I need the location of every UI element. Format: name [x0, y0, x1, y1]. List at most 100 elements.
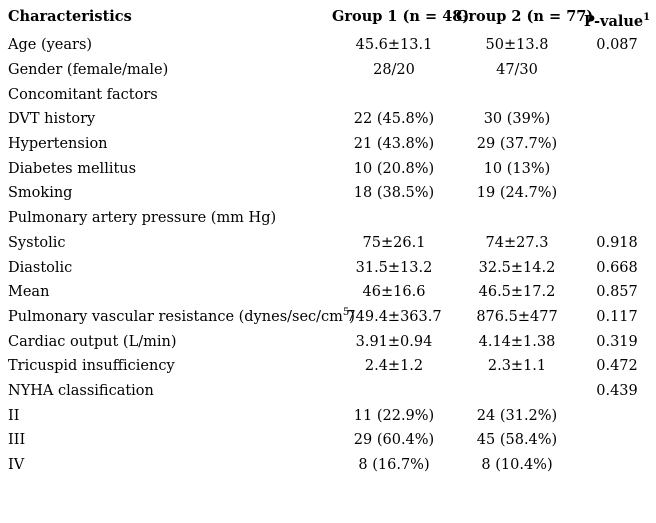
p-value: 0.319: [596, 333, 638, 350]
table-row: Tricuspid insufficiency 2.4±1.2 2.3±1.1 0.4…: [0, 354, 656, 379]
table-row: IV 8 (16.7%) 8 (10.4%): [0, 453, 656, 478]
group1-value: [332, 206, 456, 231]
group2-value: 29 (37.7%): [476, 136, 558, 153]
table-row: Pulmonary artery pressure (mm Hg): [0, 206, 656, 231]
group2-value: 876.5±477: [476, 308, 558, 325]
group1-value: 18 (38.5%): [353, 185, 435, 202]
row-label: Gender (female/male): [8, 62, 169, 79]
pvalue-footnote-marker: 1: [643, 12, 651, 24]
group1-value: 11 (22.9%): [353, 407, 435, 424]
table-row: Cardiac output (L/min) 3.91±0.94 4.14±1.38…: [0, 329, 656, 354]
table-row: Concomitant factors: [0, 82, 656, 107]
row-label: Diabetes mellitus: [8, 160, 137, 177]
pvalue-header-label: P-value: [583, 13, 644, 30]
table-header-row: Characteristics Group 1 (n = 48) Group 2…: [0, 0, 656, 33]
group2-value: 10 (13%): [483, 160, 551, 177]
table-row: II 11 (22.9%) 24 (31.2%): [0, 403, 656, 428]
p-value: 0.668: [596, 259, 638, 276]
group2-value: [456, 206, 578, 231]
group1-value: 3.91±0.94: [355, 333, 433, 350]
group2-value: 74±27.3: [485, 234, 549, 251]
group1-value: 10 (20.8%): [353, 160, 435, 177]
group2-value: [456, 82, 578, 107]
pvalue-header-text: P-value1: [584, 13, 650, 30]
group1-value: 749.4±363.7: [346, 308, 442, 325]
group1-value: 45.6±13.1: [355, 37, 433, 54]
table-row: Mean 46±16.6 46.5±17.2 0.857: [0, 280, 656, 305]
group2-value: 4.14±1.38: [478, 333, 556, 350]
p-value: [578, 206, 656, 231]
group1-value: [332, 379, 456, 404]
column-header-pvalue: P-value1: [578, 0, 656, 33]
group2-value: 45 (58.4%): [476, 432, 558, 449]
row-label: Diastolic: [8, 259, 73, 276]
row-label: II: [8, 407, 20, 424]
column-header-characteristics: Characteristics: [8, 8, 132, 25]
group1-value: [332, 82, 456, 107]
p-value: 0.087: [596, 37, 638, 54]
table-row: NYHA classification 0.439: [0, 379, 656, 404]
table-row: Smoking 18 (38.5%) 19 (24.7%): [0, 181, 656, 206]
p-value: 0.117: [596, 308, 638, 325]
table-row: Age (years) 45.6±13.1 50±13.8 0.087: [0, 33, 656, 58]
group1-value: 22 (45.8%): [353, 111, 435, 128]
column-header-group2: Group 2 (n = 77): [456, 8, 594, 25]
table-row: III 29 (60.4%) 45 (58.4%): [0, 428, 656, 453]
column-header-group1: Group 1 (n = 48): [332, 8, 470, 25]
p-value: [578, 156, 656, 181]
group2-value: 50±13.8: [485, 37, 549, 54]
group2-value: 24 (31.2%): [476, 407, 558, 424]
row-label: III: [8, 432, 26, 449]
table-row: Diabetes mellitus 10 (20.8%) 10 (13%): [0, 156, 656, 181]
p-value: [578, 428, 656, 453]
row-label: Smoking: [8, 185, 73, 202]
group2-value: 19 (24.7%): [476, 185, 558, 202]
row-label: Pulmonary vascular resistance (dynes/sec…: [8, 307, 355, 325]
group1-value: 28/20: [373, 62, 415, 79]
group1-value: 2.4±1.2: [364, 358, 424, 375]
p-value: [578, 181, 656, 206]
table-row: Hypertension 21 (43.8%) 29 (37.7%): [0, 132, 656, 157]
row-label: Age (years): [8, 37, 93, 54]
row-label: Hypertension: [8, 136, 108, 153]
row-label: Cardiac output (L/min): [8, 333, 177, 350]
table-row: Systolic 75±26.1 74±27.3 0.918: [0, 231, 656, 256]
group2-value: 47/30: [496, 62, 538, 79]
group2-value: [456, 379, 578, 404]
row-label: Pulmonary artery pressure (mm Hg): [8, 210, 277, 227]
group2-value: 8 (10.4%): [481, 457, 553, 474]
p-value: 0.472: [596, 358, 638, 375]
row-label: DVT history: [8, 111, 96, 128]
p-value: [578, 132, 656, 157]
table-row: Gender (female/male) 28/20 47/30: [0, 58, 656, 83]
group2-value: 2.3±1.1: [487, 358, 547, 375]
p-value: 0.439: [596, 382, 638, 399]
group1-value: 31.5±13.2: [355, 259, 433, 276]
row-label: NYHA classification: [8, 382, 154, 399]
p-value: [578, 107, 656, 132]
row-label-superscript: 5: [342, 307, 350, 319]
row-label: Tricuspid insufficiency: [8, 358, 175, 375]
p-value: [578, 403, 656, 428]
p-value: [578, 82, 656, 107]
group2-value: 46.5±17.2: [478, 284, 556, 301]
row-label: IV: [8, 457, 25, 474]
p-value: 0.918: [596, 234, 638, 251]
row-label: Concomitant factors: [8, 86, 158, 103]
p-value: [578, 453, 656, 478]
table-row: Diastolic 31.5±13.2 32.5±14.2 0.668: [0, 255, 656, 280]
group1-value: 8 (16.7%): [358, 457, 430, 474]
row-label: Systolic: [8, 234, 66, 251]
group1-value: 75±26.1: [362, 234, 426, 251]
table-row: Pulmonary vascular resistance (dynes/sec…: [0, 305, 656, 330]
group1-value: 46±16.6: [362, 284, 426, 301]
table-body: Age (years) 45.6±13.1 50±13.8 0.087 Gender (…: [0, 33, 656, 477]
group1-value: 29 (60.4%): [353, 432, 435, 449]
group2-value: 32.5±14.2: [478, 259, 556, 276]
group1-value: 21 (43.8%): [353, 136, 435, 153]
characteristics-table: Characteristics Group 1 (n = 48) Group 2…: [0, 0, 656, 477]
p-value: [578, 58, 656, 83]
p-value: 0.857: [596, 284, 638, 301]
table-row: DVT history 22 (45.8%) 30 (39%): [0, 107, 656, 132]
row-label: Mean: [8, 284, 50, 301]
